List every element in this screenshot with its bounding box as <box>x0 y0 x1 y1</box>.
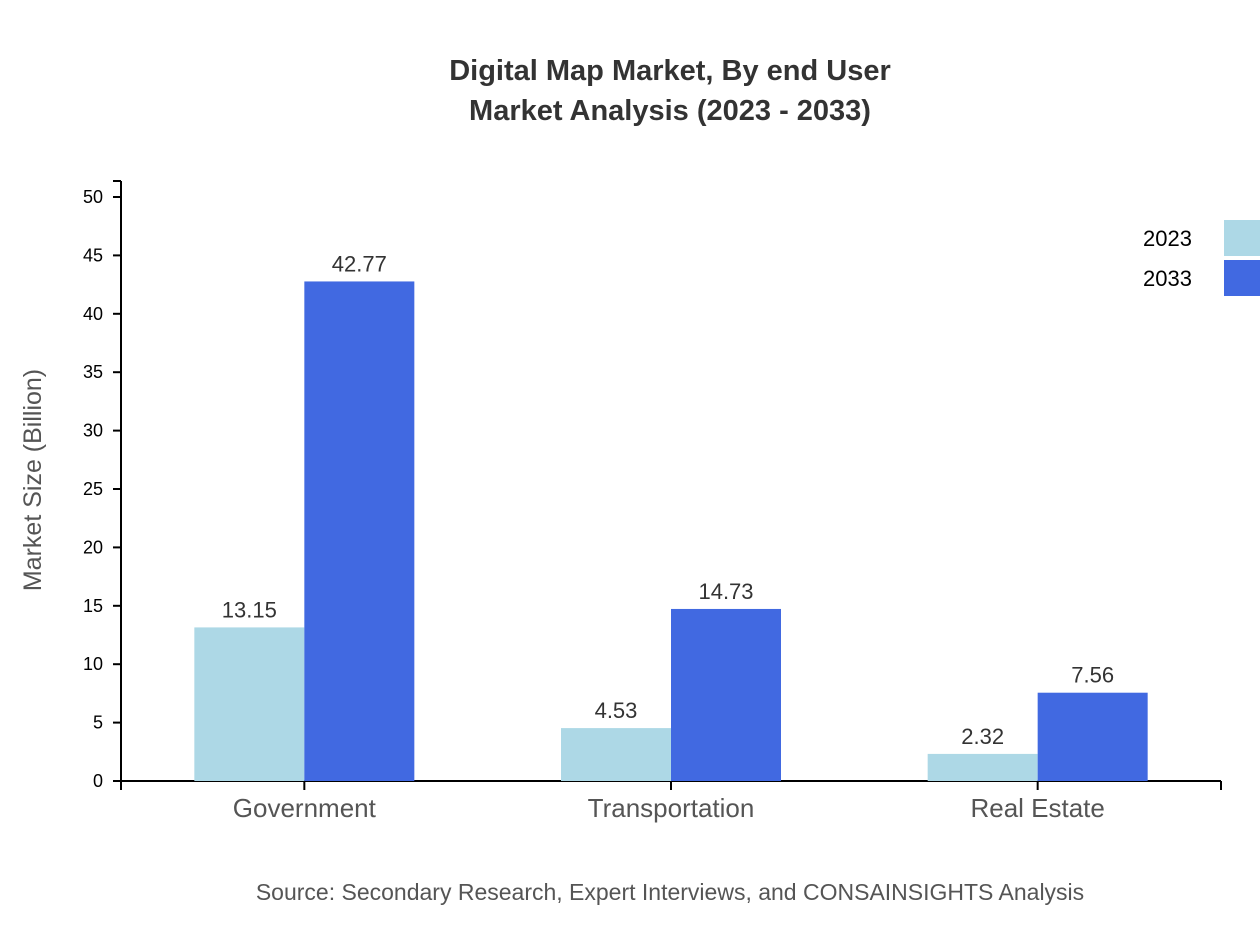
chart-title: Digital Map Market, By end User <box>449 55 891 87</box>
y-tick-label: 40 <box>83 304 103 324</box>
x-tick-label: Real Estate <box>970 793 1104 823</box>
bar-2033 <box>304 281 415 781</box>
x-tick-label: Transportation <box>588 793 755 823</box>
data-label: 7.56 <box>1071 663 1114 688</box>
bar-2023 <box>927 753 1038 781</box>
y-tick-label: 10 <box>83 654 103 674</box>
data-label: 2.32 <box>961 724 1004 749</box>
chart-subtitle: Market Analysis (2023 - 2033) <box>469 95 871 127</box>
data-label: 42.77 <box>332 251 387 276</box>
legend-swatch <box>1224 260 1260 296</box>
y-tick-label: 45 <box>83 245 103 265</box>
y-tick-label: 20 <box>83 537 103 557</box>
y-tick-label: 30 <box>83 421 103 441</box>
data-label: 13.15 <box>222 597 277 622</box>
data-label: 4.53 <box>595 698 638 723</box>
y-tick-label: 35 <box>83 362 103 382</box>
y-tick-label: 15 <box>83 596 103 616</box>
legend-label: 2033 <box>1143 266 1192 291</box>
bar-2033 <box>1037 692 1148 781</box>
bar-2023 <box>561 728 671 781</box>
bar-2033 <box>671 608 781 781</box>
y-tick-label: 25 <box>83 479 103 499</box>
y-axis-label: Market Size (Billion) <box>19 369 47 591</box>
y-tick-label: 50 <box>83 187 103 207</box>
legend-swatch <box>1224 220 1260 256</box>
y-tick-label: 0 <box>93 771 103 791</box>
y-tick-label: 5 <box>93 713 103 733</box>
source-note: Source: Secondary Research, Expert Inter… <box>256 879 1084 905</box>
legend-label: 2023 <box>1143 226 1192 251</box>
data-label: 14.73 <box>698 579 753 604</box>
x-tick-label: Government <box>233 793 377 823</box>
bar-2023 <box>194 627 305 781</box>
